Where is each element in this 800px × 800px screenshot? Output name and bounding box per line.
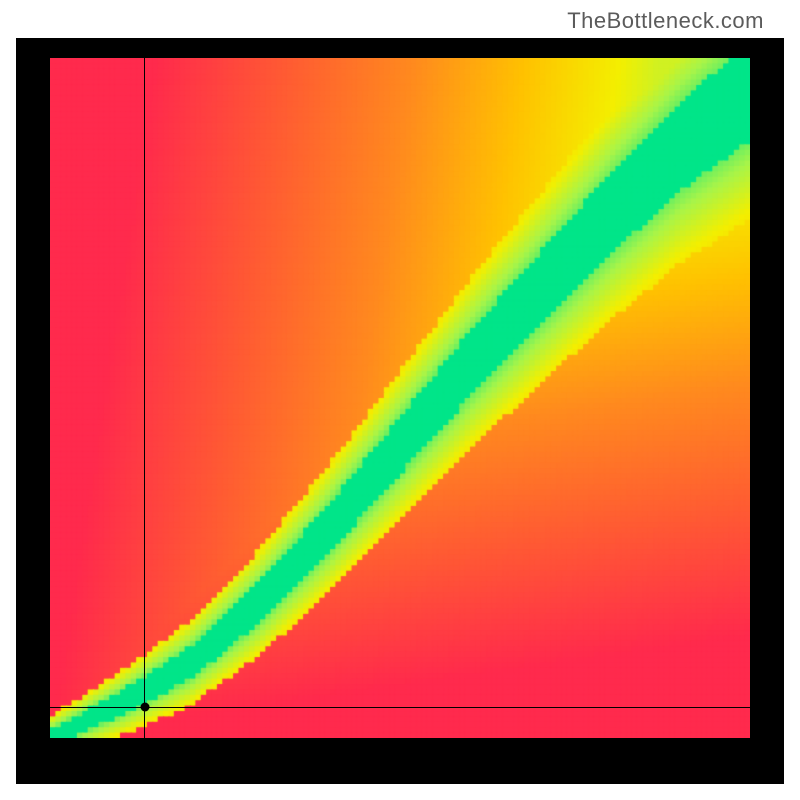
crosshair-vertical bbox=[144, 58, 145, 738]
crosshair-point bbox=[140, 703, 149, 712]
plot-area bbox=[50, 58, 750, 738]
watermark-text: TheBottleneck.com bbox=[567, 8, 764, 34]
figure-frame: TheBottleneck.com bbox=[0, 0, 800, 800]
plot-border bbox=[16, 38, 784, 784]
heatmap-canvas bbox=[50, 58, 750, 738]
crosshair-horizontal bbox=[50, 707, 750, 708]
